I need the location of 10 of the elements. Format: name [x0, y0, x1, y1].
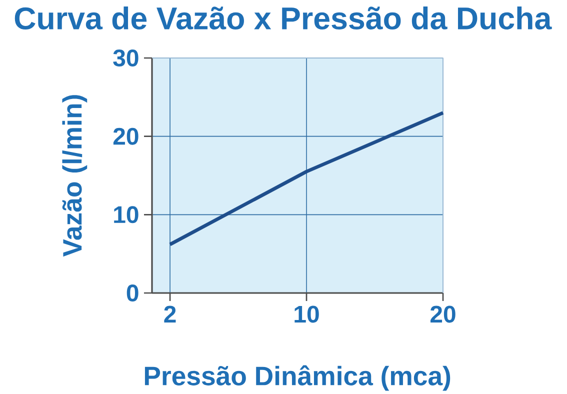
- chart-title: Curva de Vazão x Pressão da Ducha: [14, 6, 552, 30]
- x-tick-label: 2: [164, 306, 176, 322]
- x-axis-title: Pressão Dinâmica (mca): [144, 365, 450, 391]
- x-tick-label: 10: [294, 306, 319, 323]
- y-tick-label: 10: [114, 206, 138, 224]
- y-axis-title: Vazão (l/min): [62, 95, 88, 257]
- y-tick-label: 0: [126, 284, 138, 302]
- x-tick-label: 20: [430, 306, 456, 323]
- y-tick-label: 20: [113, 128, 138, 145]
- y-tick-label: 30: [113, 49, 138, 67]
